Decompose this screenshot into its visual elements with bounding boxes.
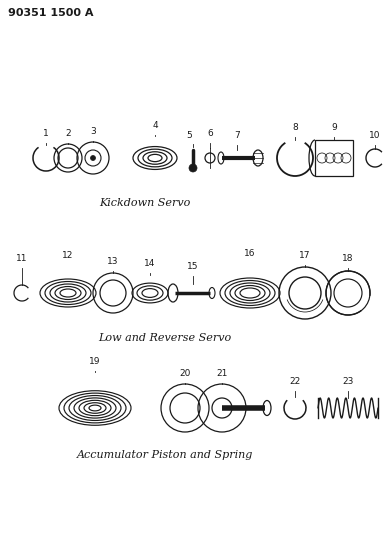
Text: 1: 1 — [43, 129, 49, 138]
Text: 15: 15 — [187, 262, 199, 271]
Text: 90351 1500 A: 90351 1500 A — [8, 8, 93, 18]
Text: 13: 13 — [107, 257, 119, 266]
Circle shape — [91, 156, 96, 160]
Text: 5: 5 — [186, 131, 192, 140]
Text: Low and Reverse Servo: Low and Reverse Servo — [98, 333, 231, 343]
Text: 4: 4 — [152, 121, 158, 130]
Text: 17: 17 — [299, 251, 311, 260]
Text: Kickdown Servo: Kickdown Servo — [99, 198, 191, 208]
Text: 3: 3 — [90, 127, 96, 136]
Bar — [315, 140, 353, 176]
Text: 22: 22 — [289, 377, 301, 386]
Text: 11: 11 — [16, 254, 28, 263]
Text: 7: 7 — [234, 131, 240, 140]
Text: 10: 10 — [369, 131, 381, 140]
Text: 16: 16 — [244, 249, 256, 258]
Text: 19: 19 — [89, 357, 101, 366]
Text: 18: 18 — [342, 254, 354, 263]
Text: 20: 20 — [179, 369, 191, 378]
Circle shape — [189, 164, 197, 172]
Text: 9: 9 — [331, 123, 337, 132]
Text: Accumulator Piston and Spring: Accumulator Piston and Spring — [77, 450, 253, 460]
Text: 8: 8 — [292, 123, 298, 132]
Text: 23: 23 — [342, 377, 354, 386]
Text: 6: 6 — [207, 129, 213, 138]
Text: 14: 14 — [144, 259, 156, 268]
Text: 21: 21 — [216, 369, 228, 378]
Text: 12: 12 — [62, 251, 74, 260]
Text: 2: 2 — [65, 129, 71, 138]
